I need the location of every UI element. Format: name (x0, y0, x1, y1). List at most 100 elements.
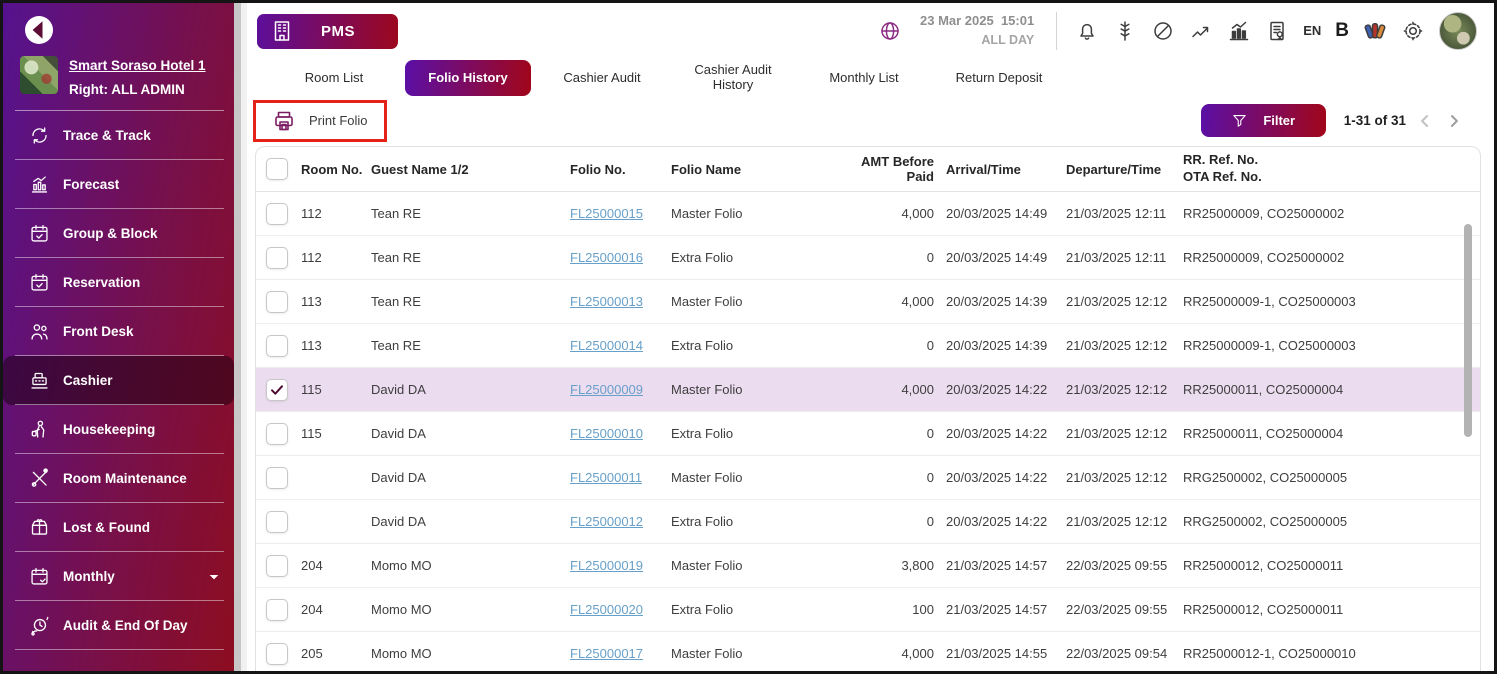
tab-cashier-audit-history[interactable]: Cashier Audit History (694, 62, 772, 92)
group-block-icon (29, 223, 50, 244)
cell-ref: RR25000012-1, CO25000010 (1183, 646, 1356, 661)
tab-folio-history[interactable]: Folio History (405, 60, 531, 96)
cell-ref: RR25000009, CO25000002 (1183, 250, 1345, 265)
vertical-scrollbar[interactable] (1464, 224, 1472, 437)
table-row[interactable]: 205 Momo MO FL25000017 Master Folio 4,000 21/… (256, 632, 1480, 671)
datetime-display: 23 Mar 2025 15:01 ALL DAY (920, 11, 1034, 51)
table-row[interactable]: 113 Tean RE FL25000013 Master Folio 4,000 20/… (256, 280, 1480, 324)
report-icon[interactable] (1265, 19, 1289, 43)
cell-departure: 22/03/2025 09:55 (1066, 602, 1168, 617)
folio-link[interactable]: FL25000014 (570, 338, 644, 353)
folio-link[interactable]: FL25000017 (570, 646, 644, 661)
spine-icon[interactable] (1113, 19, 1137, 43)
tab-cashier-audit[interactable]: Cashier Audit (563, 69, 641, 85)
page-prev-button[interactable] (1415, 111, 1435, 131)
table-row[interactable]: 112 Tean RE FL25000015 Master Folio 4,000 20/… (256, 192, 1480, 236)
sidebar-item-trace-track[interactable]: Trace & Track (3, 111, 234, 160)
column-header-ref: RR. Ref. No. OTA Ref. No. (1183, 152, 1480, 186)
hotel-logo (20, 56, 58, 94)
folio-link[interactable]: FL25000016 (570, 250, 644, 265)
sidebar-item-label: Forecast (63, 177, 120, 192)
folio-link[interactable]: FL25000011 (570, 470, 643, 485)
bold-style-button[interactable]: B (1335, 19, 1349, 41)
row-checkbox[interactable] (266, 510, 288, 533)
tab-return-deposit[interactable]: Return Deposit (955, 69, 1043, 85)
header-divider (1056, 11, 1058, 50)
sidebar-scroll-strip[interactable] (234, 3, 247, 671)
filter-button[interactable]: Filter (1200, 104, 1326, 137)
sidebar-item-housekeeping[interactable]: Housekeeping (3, 405, 234, 454)
row-checkbox[interactable] (266, 290, 288, 313)
monthly-icon (29, 566, 50, 587)
row-checkbox[interactable] (266, 642, 288, 665)
line-chart-icon[interactable] (1189, 19, 1213, 43)
palette-icon[interactable] (1363, 19, 1387, 43)
folio-link[interactable]: FL25000015 (570, 206, 644, 221)
row-checkbox[interactable] (266, 246, 288, 269)
avatar[interactable] (1439, 11, 1477, 50)
folio-link[interactable]: FL25000010 (570, 426, 644, 441)
row-checkbox[interactable] (266, 422, 288, 445)
table-row[interactable]: David DA FL25000012 Extra Folio 0 20/03/2025… (256, 500, 1480, 544)
collapse-sidebar-button[interactable] (25, 16, 53, 44)
day-scope-label: ALL DAY (981, 33, 1035, 48)
row-checkbox[interactable] (266, 202, 288, 225)
print-folio-button[interactable]: Print Folio (264, 105, 376, 136)
sidebar-item-cashier[interactable]: Cashier (3, 356, 234, 405)
sidebar-item-group-block[interactable]: Group & Block (3, 209, 234, 258)
table-row[interactable]: 112 Tean RE FL25000016 Extra Folio 0 20/03/20… (256, 236, 1480, 280)
row-checkbox[interactable] (266, 554, 288, 577)
table-row[interactable]: 204 Momo MO FL25000020 Extra Folio 100 21/03/… (256, 588, 1480, 632)
gear-icon[interactable] (1401, 19, 1425, 43)
sidebar-item-monthly[interactable]: Monthly (3, 552, 234, 601)
language-selector[interactable]: EN (1303, 23, 1322, 39)
sidebar-item-lost-found[interactable]: Lost & Found (3, 503, 234, 552)
sidebar-item-audit-end-of-day[interactable]: Audit & End Of Day (3, 601, 234, 650)
column-header-arrival: Arrival/Time (946, 161, 1021, 177)
cell-folio_name: Extra Folio (671, 250, 734, 265)
cell-room: 115 (301, 382, 322, 397)
table-row[interactable]: 204 Momo MO FL25000019 Master Folio 3,800 21/… (256, 544, 1480, 588)
bar-chart-icon[interactable] (1227, 19, 1251, 43)
hotel-name-link[interactable]: Smart Soraso Hotel 1 (69, 58, 206, 73)
row-checkbox[interactable] (266, 378, 288, 401)
back-arrow-icon (32, 21, 43, 39)
cell-amt: 3,800 (901, 558, 934, 573)
cell-departure: 21/03/2025 12:11 (1066, 250, 1167, 265)
cell-amt: 4,000 (901, 294, 934, 309)
print-folio-label: Print Folio (309, 113, 368, 128)
cell-guest: David DA (371, 382, 426, 397)
cell-amt: 0 (926, 338, 934, 353)
tab-room-list[interactable]: Room List (304, 69, 364, 85)
row-checkbox[interactable] (266, 598, 288, 621)
sidebar-item-reservation[interactable]: Reservation (3, 258, 234, 307)
table-row[interactable]: 115 David DA FL25000009 Master Folio 4,000 20… (256, 368, 1480, 412)
table-row[interactable]: 113 Tean RE FL25000014 Extra Folio 0 20/03/20… (256, 324, 1480, 368)
table-body: 112 Tean RE FL25000015 Master Folio 4,000 20/… (256, 192, 1480, 671)
cell-room: 204 (301, 602, 323, 617)
row-checkbox[interactable] (266, 334, 288, 357)
bell-icon[interactable] (1075, 19, 1099, 43)
sidebar-item-room-maintenance[interactable]: Room Maintenance (3, 454, 234, 503)
folio-link[interactable]: FL25000020 (570, 602, 644, 617)
folio-link[interactable]: FL25000019 (570, 558, 644, 573)
select-all-checkbox[interactable] (266, 158, 288, 180)
tab-monthly-list[interactable]: Monthly List (829, 69, 899, 85)
cell-departure: 22/03/2025 09:54 (1066, 646, 1168, 661)
sidebar-item-forecast[interactable]: Forecast (3, 160, 234, 209)
globe-icon[interactable] (878, 19, 902, 43)
sidebar-item-front-desk[interactable]: Front Desk (3, 307, 234, 356)
chevron-down-icon[interactable] (206, 569, 222, 585)
table-row[interactable]: David DA FL25000011 Master Folio 0 20/03/202… (256, 456, 1480, 500)
sidebar-item-label: Cashier (63, 373, 113, 388)
page-next-button[interactable] (1444, 111, 1464, 131)
table-row[interactable]: 115 David DA FL25000010 Extra Folio 0 20/03/2… (256, 412, 1480, 456)
cell-arrival: 20/03/2025 14:39 (946, 338, 1048, 353)
row-checkbox[interactable] (266, 466, 288, 489)
folio-link[interactable]: FL25000012 (570, 514, 644, 529)
annotation-highlight-box: Print Folio (253, 99, 387, 142)
block-icon[interactable] (1151, 19, 1175, 43)
folio-link[interactable]: FL25000009 (570, 382, 644, 397)
folio-link[interactable]: FL25000013 (570, 294, 644, 309)
pms-home-button[interactable]: PMS (257, 13, 398, 49)
